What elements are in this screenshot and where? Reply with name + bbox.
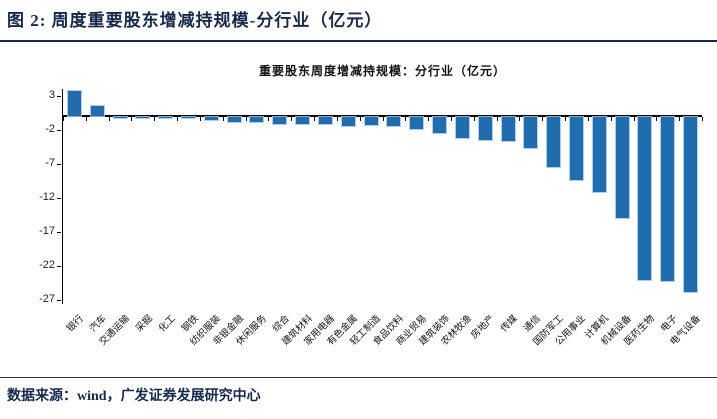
bar-房地产 [477, 115, 493, 142]
bar-采掘 [135, 116, 151, 119]
bar-通信 [523, 115, 539, 150]
x-tick-mark [314, 117, 316, 121]
x-tick-mark [496, 117, 498, 121]
x-tick-mark [131, 117, 133, 121]
x-tick-mark [108, 117, 110, 121]
x-tick-mark [702, 117, 703, 121]
y-tick-mark [57, 129, 61, 131]
x-axis-zero-line [61, 115, 702, 117]
x-tick-mark [177, 117, 179, 121]
y-tick-label: -22 [39, 259, 55, 272]
bar-综合 [272, 116, 288, 125]
y-tick-mark [57, 163, 61, 165]
x-tick-mark [519, 117, 521, 121]
x-tick-mark [565, 117, 567, 121]
x-tick-mark [610, 117, 612, 121]
y-tick-label: -7 [45, 157, 55, 170]
x-tick-mark [85, 117, 87, 121]
y-axis-line [61, 88, 63, 304]
bar-chart: 重要股东周度增减持规模：分行业（亿元） 3 -2 -7 -12 -17 -22 -27 银行汽… [0, 40, 717, 377]
x-tick-mark [268, 117, 270, 121]
bar-交通运输 [112, 116, 128, 118]
bar-医药生物 [637, 116, 653, 281]
bar-农林牧渔 [454, 115, 470, 140]
bar-休闲服务 [249, 115, 265, 124]
bar-轻工制造 [363, 115, 379, 127]
bar-汽车 [89, 105, 105, 117]
y-tick-label: -17 [39, 225, 55, 238]
bar-钢铁 [181, 115, 197, 120]
x-tick-mark [428, 117, 430, 121]
y-tick-mark [57, 197, 61, 199]
bar-商业贸易 [409, 115, 425, 131]
bar-国防军工 [546, 116, 562, 168]
data-source-text: 数据来源：wind，广发证券发展研究中心 [7, 389, 261, 404]
x-tick-mark [63, 117, 64, 121]
bar-有色金属 [340, 116, 356, 127]
figure-header: 图 2: 周度重要股东增减持规模-分行业（亿元） [0, 0, 717, 42]
x-tick-mark [245, 117, 247, 121]
bar-食品饮料 [386, 116, 402, 127]
y-tick-label: -27 [39, 293, 55, 306]
x-tick-mark [542, 117, 544, 121]
bar-电气设备 [683, 115, 699, 294]
bar-化工 [158, 116, 174, 119]
bar-计算机 [591, 116, 607, 193]
bar-机械设备 [614, 115, 630, 220]
source-footer: 数据来源：wind，广发证券发展研究中心 [0, 377, 717, 419]
y-tick-mark [57, 299, 61, 301]
y-tick-mark [57, 231, 61, 233]
y-tick-mark [57, 265, 61, 267]
x-tick-mark [336, 117, 338, 121]
y-tick-mark [57, 95, 61, 97]
x-tick-mark [656, 117, 658, 121]
x-tick-mark [154, 117, 156, 121]
bar-公用事业 [568, 115, 584, 182]
y-tick-label: 3 [48, 89, 55, 102]
bar-传媒 [500, 116, 516, 142]
bar-非银金融 [226, 115, 242, 124]
x-tick-mark [199, 117, 201, 121]
x-tick-mark [587, 117, 589, 121]
x-tick-mark [405, 117, 407, 121]
x-tick-mark [222, 117, 224, 121]
bar-纺织服装 [203, 115, 219, 122]
y-tick-label: -2 [45, 123, 55, 136]
y-tick-label: -12 [39, 191, 55, 204]
x-tick-mark [359, 117, 361, 121]
bar-建筑装饰 [432, 116, 448, 134]
x-tick-mark [450, 117, 452, 121]
chart-title: 重要股东周度增减持规模：分行业（亿元） [258, 64, 506, 78]
x-tick-mark [382, 117, 384, 121]
bar-家用电器 [317, 115, 333, 126]
x-tick-mark [633, 117, 635, 121]
bar-建筑材料 [295, 115, 311, 126]
figure-title: 图 2: 周度重要股东增减持规模-分行业（亿元） [7, 11, 383, 30]
x-tick-mark [679, 117, 681, 121]
x-tick-mark [473, 117, 475, 121]
bar-银行 [66, 89, 82, 117]
x-tick-mark [291, 117, 293, 121]
bar-电子 [660, 116, 676, 282]
